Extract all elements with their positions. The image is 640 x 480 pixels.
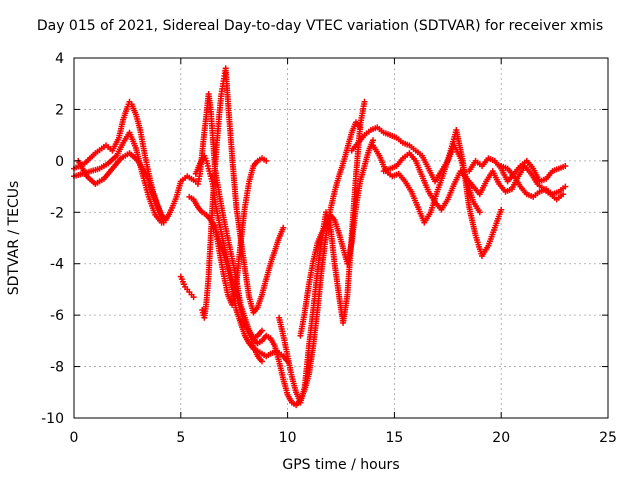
series-arc-6	[199, 65, 287, 321]
series-arc-15	[380, 150, 567, 213]
chart-title: Day 015 of 2021, Sidereal Day-to-day VTE…	[36, 18, 604, 34]
y-axis-label: SDTVAR / TECUs	[6, 180, 22, 296]
data-point	[259, 358, 265, 365]
x-axis-label: GPS time / hours	[282, 457, 400, 473]
data-point	[562, 163, 569, 169]
series-arc-17	[498, 163, 569, 200]
y-tick-label: 4	[55, 51, 64, 67]
x-tick-label: 0	[70, 430, 79, 446]
data-point	[476, 209, 483, 216]
grid-lines	[74, 58, 608, 418]
series-arc-3	[75, 150, 167, 226]
y-tick-label: -10	[41, 411, 64, 427]
data-point	[370, 137, 376, 144]
data-point	[259, 327, 265, 334]
series-arc-8	[177, 273, 197, 301]
series-arc-7	[194, 91, 265, 365]
y-tick-label: 2	[55, 102, 64, 118]
y-tick-label: 0	[55, 154, 64, 170]
y-tick-label: -8	[50, 360, 64, 376]
data-points	[71, 65, 569, 409]
plot-frame	[73, 57, 609, 419]
data-point	[361, 98, 368, 105]
series-arc-9	[212, 155, 270, 308]
x-tick-label: 5	[176, 430, 185, 446]
axes: 0 5 10 15 20 25 -10 -8 -6 -4 -2 0 2 4	[41, 51, 617, 446]
x-tick-label: 15	[385, 430, 403, 446]
x-tick-label: 20	[492, 430, 510, 446]
series-arc-11	[276, 98, 368, 406]
y-tick-label: -2	[50, 205, 64, 221]
data-point	[498, 206, 505, 213]
y-tick-label: -4	[50, 257, 64, 273]
data-point	[560, 191, 567, 198]
data-point	[280, 224, 287, 231]
data-point	[160, 219, 167, 226]
series-arc-12	[297, 137, 376, 339]
data-point	[263, 157, 270, 164]
x-tick-label: 25	[599, 430, 617, 446]
y-tick-label: -6	[50, 308, 64, 324]
x-tick-label: 10	[279, 430, 297, 446]
data-point	[562, 183, 569, 190]
data-point	[190, 294, 197, 301]
series-arc-14	[370, 127, 505, 259]
